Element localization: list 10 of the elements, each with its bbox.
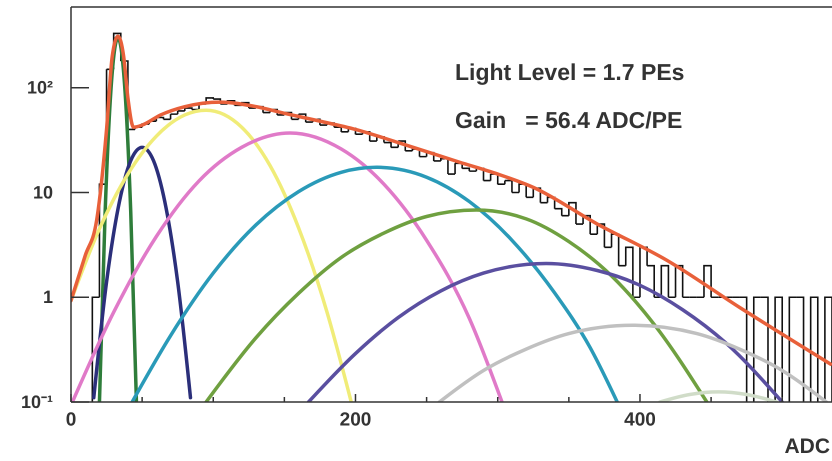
x-tick-label: 200 [340,409,372,430]
annotation: Light Level = 1.7 PEs [455,59,684,85]
y-tick-label: 10² [26,78,54,98]
x-tick-label: 0 [66,409,76,430]
y-tick-label: 10 [32,182,53,202]
y-tick-label: 1 [42,287,53,308]
x-axis-title: ADC [784,435,830,458]
y-tick-label: 10⁻¹ [20,392,54,412]
annotation: Gain = 56.4 ADC/PE [455,107,682,133]
x-tick-label: 400 [624,409,656,430]
